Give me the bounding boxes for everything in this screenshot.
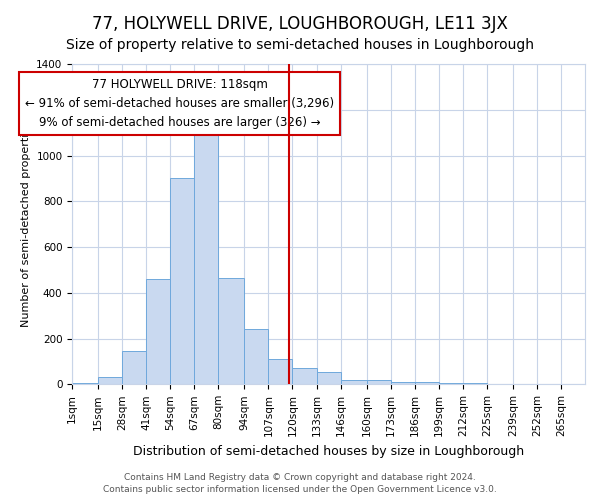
Bar xyxy=(463,383,487,384)
Bar xyxy=(72,383,98,384)
Text: 77, HOLYWELL DRIVE, LOUGHBOROUGH, LE11 3JX: 77, HOLYWELL DRIVE, LOUGHBOROUGH, LE11 3… xyxy=(92,15,508,33)
Text: 77 HOLYWELL DRIVE: 118sqm
← 91% of semi-detached houses are smaller (3,296)
9% o: 77 HOLYWELL DRIVE: 118sqm ← 91% of semi-… xyxy=(25,78,334,128)
Bar xyxy=(244,330,268,384)
Bar xyxy=(218,278,244,384)
Bar xyxy=(415,382,439,384)
Bar xyxy=(391,382,415,384)
Bar xyxy=(194,132,218,384)
Y-axis label: Number of semi-detached properties: Number of semi-detached properties xyxy=(20,121,31,327)
Text: Contains HM Land Registry data © Crown copyright and database right 2024.
Contai: Contains HM Land Registry data © Crown c… xyxy=(103,472,497,494)
Bar xyxy=(268,359,292,384)
Bar xyxy=(292,368,317,384)
Bar xyxy=(317,372,341,384)
Bar xyxy=(341,380,367,384)
Text: Size of property relative to semi-detached houses in Loughborough: Size of property relative to semi-detach… xyxy=(66,38,534,52)
Bar xyxy=(146,279,170,384)
Bar xyxy=(170,178,194,384)
Bar xyxy=(367,380,391,384)
Bar xyxy=(439,383,463,384)
X-axis label: Distribution of semi-detached houses by size in Loughborough: Distribution of semi-detached houses by … xyxy=(133,444,524,458)
Bar xyxy=(98,378,122,384)
Bar xyxy=(122,351,146,384)
